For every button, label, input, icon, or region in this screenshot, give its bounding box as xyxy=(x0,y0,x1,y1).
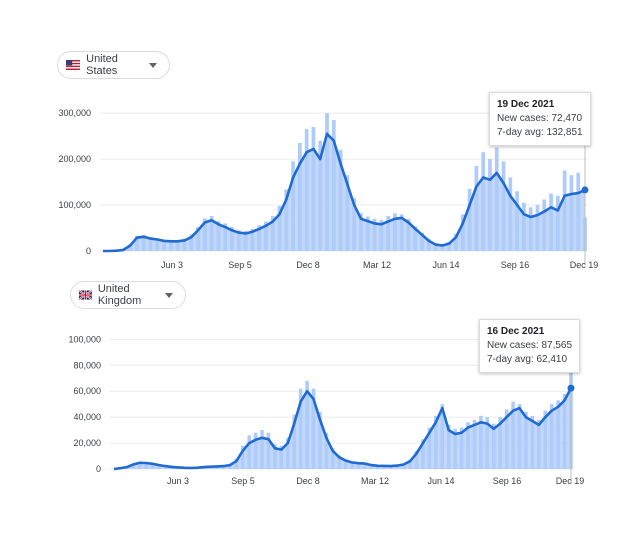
tooltip-7day-avg: 7-day avg: 62,410 xyxy=(487,354,568,365)
y-tick-label: 60,000 xyxy=(73,386,101,396)
x-tick-label: Jun 3 xyxy=(167,476,189,486)
x-tick-label: Jun 14 xyxy=(427,476,454,486)
country-name: United Kingdom xyxy=(97,283,142,307)
tooltip-7day-avg: 7-day avg: 132,851 xyxy=(497,127,583,138)
average-area xyxy=(114,388,571,469)
y-tick-label: 40,000 xyxy=(73,412,101,422)
country-selector-us[interactable]: United States xyxy=(57,51,170,79)
x-tick-label: Sep 16 xyxy=(501,260,530,270)
caret-down-icon xyxy=(165,292,173,298)
uk-chart-panel: 100,000 80,000 60,000 40,000 20,000 0 Jun 3 Sep… xyxy=(0,275,640,540)
average-line xyxy=(113,387,573,471)
average-line xyxy=(103,132,586,253)
tooltip-new-cases: New cases: 87,565 xyxy=(487,340,573,351)
country-selector-uk[interactable]: United Kingdom xyxy=(70,281,186,309)
tooltip-date: 16 Dec 2021 xyxy=(487,326,545,337)
x-tick-label: Sep 5 xyxy=(231,476,255,486)
y-tick-label: 200,000 xyxy=(58,154,91,164)
us-chart-panel: 300,000 200,000 100,000 0 Jun 3 Sep 5 Dec 8 Mar… xyxy=(0,0,640,275)
x-tick-label: Jun 3 xyxy=(161,260,183,270)
country-name: United States xyxy=(86,53,118,77)
x-tick-label: Mar 12 xyxy=(363,260,391,270)
us-cases-chart[interactable]: 300,000 200,000 100,000 0 Jun 3 Sep 5 Dec 8 Mar… xyxy=(0,0,640,275)
tooltip-date: 19 Dec 2021 xyxy=(497,99,555,110)
y-tick-label: 0 xyxy=(96,464,101,474)
x-tick-label: Dec 8 xyxy=(296,260,320,270)
y-tick-label: 0 xyxy=(86,246,91,256)
x-tick-label: Dec 19 xyxy=(556,476,585,486)
average-area xyxy=(103,133,585,251)
us-tooltip: 19 Dec 2021 New cases: 72,470 7-day avg:… xyxy=(489,92,591,146)
y-tick-label: 20,000 xyxy=(73,438,101,448)
hover-point xyxy=(567,384,575,392)
uk-flag-icon xyxy=(79,289,92,301)
hover-point xyxy=(581,186,589,194)
x-tick-label: Dec 8 xyxy=(296,476,320,486)
us-flag-icon xyxy=(66,60,81,70)
y-tick-label: 100,000 xyxy=(58,200,91,210)
uk-cases-chart[interactable]: 100,000 80,000 60,000 40,000 20,000 0 Jun 3 Sep… xyxy=(0,275,640,540)
tooltip-new-cases: New cases: 72,470 xyxy=(497,113,583,124)
x-tick-label: Sep 5 xyxy=(228,260,252,270)
y-tick-label: 100,000 xyxy=(68,334,101,344)
x-tick-label: Sep 16 xyxy=(493,476,522,486)
x-tick-label: Jun 14 xyxy=(432,260,459,270)
uk-tooltip: 16 Dec 2021 New cases: 87,565 7-day avg:… xyxy=(479,319,581,373)
caret-down-icon xyxy=(149,62,157,68)
y-tick-label: 300,000 xyxy=(58,108,91,118)
y-tick-label: 80,000 xyxy=(73,360,101,370)
x-tick-label: Dec 19 xyxy=(570,260,599,270)
x-tick-label: Mar 12 xyxy=(361,476,389,486)
